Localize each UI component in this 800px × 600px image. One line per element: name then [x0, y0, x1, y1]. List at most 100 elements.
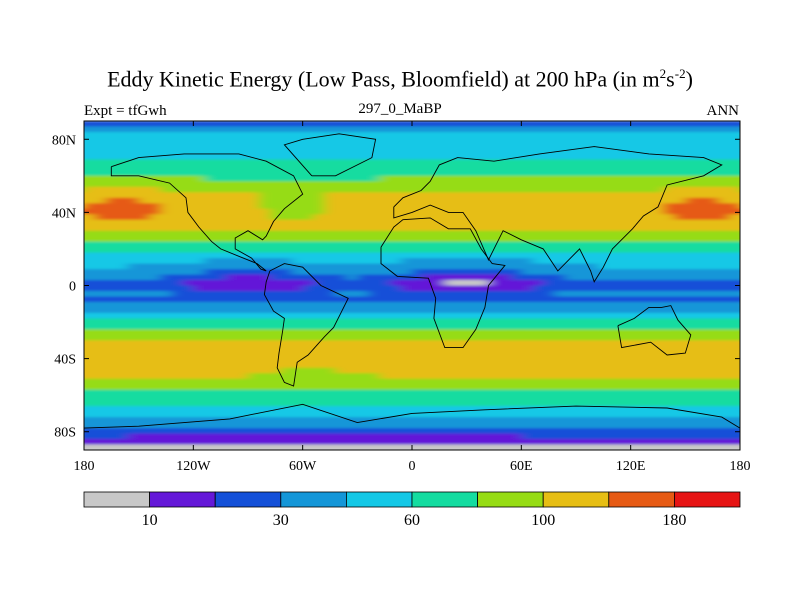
eke-cell [586, 126, 599, 133]
eke-cell [324, 252, 337, 259]
eke-cell [477, 186, 490, 194]
eke-cell [466, 296, 479, 303]
eke-cell [390, 280, 402, 287]
eke-cell [204, 334, 216, 342]
eke-cell [84, 323, 85, 331]
eke-cell [707, 312, 719, 320]
eke-cell [718, 274, 730, 281]
eke-cell [237, 417, 249, 424]
eke-cell [368, 433, 380, 440]
eke-cell [576, 444, 588, 450]
eke-cell [291, 186, 304, 194]
eke-cell [302, 214, 315, 221]
eke-cell [521, 219, 533, 226]
eke-cell [499, 428, 512, 435]
eke-cell [422, 225, 435, 232]
eke-cell [291, 334, 304, 342]
eke-cell [422, 285, 435, 292]
eke-cell [193, 208, 205, 215]
eke-cell [740, 269, 752, 275]
eke-cell [171, 192, 184, 199]
eke-cell [127, 230, 140, 237]
eke-cell [586, 219, 599, 226]
eke-cell [401, 340, 413, 347]
eke-cell [641, 225, 654, 232]
eke-cell [324, 296, 337, 303]
eke-cell [171, 428, 184, 435]
eke-cell [84, 153, 85, 161]
eke-cell [641, 417, 654, 424]
eke-cell [597, 285, 610, 292]
eke-cell [138, 164, 151, 172]
eke-cell [565, 137, 577, 144]
eke-cell [138, 323, 151, 331]
eke-cell [510, 197, 523, 205]
eke-cell [226, 186, 238, 194]
eke-cell [532, 170, 544, 177]
eke-cell [663, 417, 676, 424]
eke-cell [346, 356, 359, 364]
eke-cell [663, 428, 676, 435]
eke-cell [576, 302, 588, 309]
eke-cell [138, 219, 151, 226]
eke-cell [204, 280, 216, 287]
eke-cell [379, 236, 391, 243]
eke-cell [586, 340, 599, 347]
eke-cell [597, 148, 610, 155]
eke-cell [280, 181, 293, 188]
eke-cell [94, 329, 107, 336]
eke-cell [160, 433, 173, 440]
eke-cell [280, 142, 293, 150]
eke-cell [663, 241, 676, 248]
eke-cell [149, 142, 162, 150]
eke-cell [707, 411, 719, 418]
eke-cell [204, 422, 216, 429]
eke-cell [171, 241, 184, 248]
eke-cell [477, 214, 490, 221]
eke-field [84, 121, 752, 450]
eke-cell [597, 323, 610, 331]
eke-cell [160, 323, 173, 331]
eke-cell [707, 269, 719, 276]
eke-cell [182, 428, 195, 435]
eke-cell [663, 334, 676, 342]
eke-cell [499, 367, 512, 375]
eke-cell [237, 263, 249, 270]
eke-cell [532, 121, 544, 128]
eke-cell [379, 384, 391, 391]
eke-cell [455, 406, 468, 413]
eke-cell [160, 263, 173, 270]
eke-cell [215, 132, 227, 139]
eke-cell [674, 444, 687, 450]
eke-cell [608, 247, 621, 254]
eke-cell [510, 367, 523, 375]
eke-cell [619, 406, 632, 413]
eke-cell [674, 214, 687, 221]
eke-cell [84, 181, 96, 188]
eke-cell [94, 433, 107, 440]
eke-cell [455, 356, 468, 364]
eke-cell [127, 258, 140, 265]
eke-cell [258, 323, 271, 331]
eke-cell [576, 159, 588, 166]
eke-cell [455, 433, 468, 440]
eke-cell [127, 285, 140, 292]
eke-cell [619, 307, 632, 314]
eke-cell [576, 411, 588, 418]
eke-cell [455, 263, 468, 270]
eke-cell [401, 175, 413, 183]
eke-cell [84, 384, 96, 391]
eke-cell [510, 263, 523, 270]
eke-cell [390, 384, 402, 391]
eke-cell [499, 181, 512, 188]
eke-cell [84, 296, 96, 303]
title-m-exponent: 2 [659, 66, 667, 81]
eke-cell [182, 203, 195, 210]
eke-cell [663, 329, 676, 336]
eke-cell [532, 137, 544, 144]
eke-cell [226, 192, 238, 199]
eke-cell [477, 444, 490, 450]
eke-cell [532, 378, 544, 385]
eke-cell [116, 373, 129, 380]
